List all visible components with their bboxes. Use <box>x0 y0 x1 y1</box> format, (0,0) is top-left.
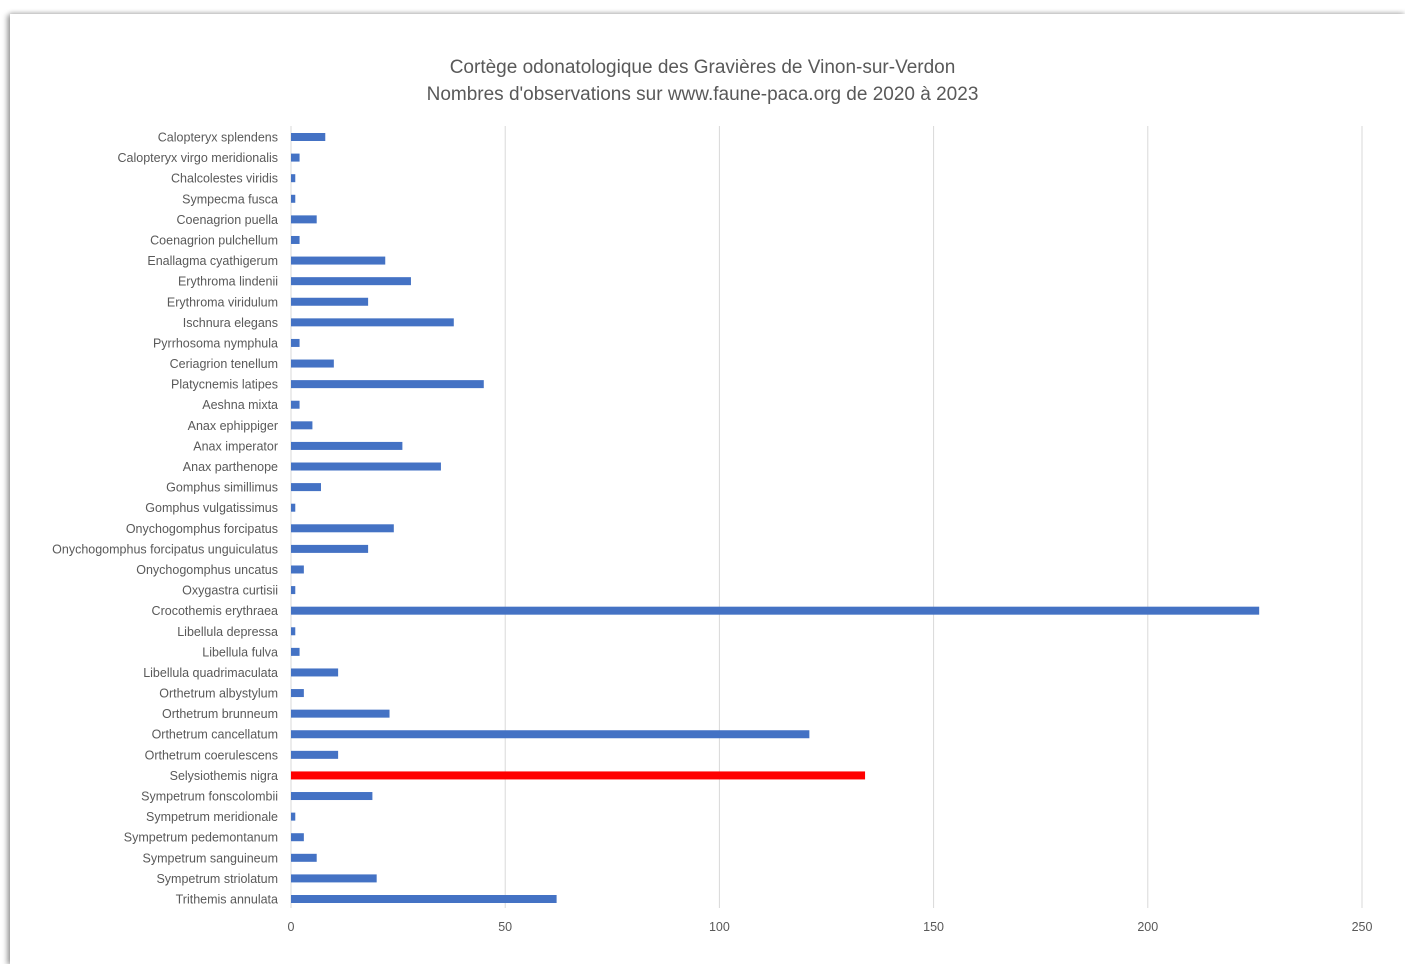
x-tick-label: 0 <box>288 920 295 934</box>
bar <box>291 668 339 677</box>
category-label: Erythroma lindenii <box>178 275 278 289</box>
bar <box>291 318 454 327</box>
category-label: Sympecma fusca <box>182 192 278 206</box>
bar <box>291 215 317 224</box>
category-labels: Calopteryx splendens Calopteryx virgo mer… <box>52 131 278 907</box>
x-tick-label: 250 <box>1352 920 1373 934</box>
bar <box>291 812 296 821</box>
category-label: Libellula fulva <box>202 645 278 659</box>
category-label: Onychogomphus forcipatus <box>126 522 278 536</box>
bar <box>291 647 300 656</box>
bar <box>291 833 304 842</box>
chart-subtitle: Nombres d'observations sur www.faune-pac… <box>426 84 979 105</box>
category-label: Sympetrum fonscolombii <box>141 790 278 804</box>
bar <box>291 792 373 801</box>
gridlines <box>290 126 1363 908</box>
category-label: Sympetrum pedemontanum <box>124 831 278 845</box>
bar <box>291 606 1260 615</box>
category-label: Onychogomphus forcipatus unguiculatus <box>52 542 278 556</box>
bar <box>291 771 866 780</box>
bar <box>291 235 300 244</box>
category-label: Calopteryx virgo meridionalis <box>118 151 278 165</box>
category-label: Gomphus simillimus <box>166 481 278 495</box>
category-label: Anax imperator <box>193 439 278 453</box>
bar <box>291 503 296 512</box>
bar <box>291 709 390 718</box>
category-label: Crocothemis erythraea <box>152 604 278 618</box>
category-label: Onychogomphus uncatus <box>136 563 278 577</box>
bar <box>291 441 403 450</box>
category-label: Sympetrum meridionale <box>146 810 278 824</box>
bar <box>291 853 317 862</box>
category-label: Trithemis annulata <box>176 893 278 907</box>
x-tick-label: 100 <box>709 920 730 934</box>
bar <box>291 297 369 306</box>
bar <box>291 524 394 533</box>
category-label: Libellula quadrimaculata <box>143 666 278 680</box>
bar <box>291 153 300 162</box>
bar <box>291 874 377 883</box>
category-label: Calopteryx splendens <box>158 131 278 145</box>
bar <box>291 895 557 903</box>
bar <box>291 256 386 265</box>
x-tick-label: 200 <box>1137 920 1158 934</box>
category-label: Anax ephippiger <box>188 419 278 433</box>
category-label: Anax parthenope <box>183 460 278 474</box>
category-label: Erythroma viridulum <box>167 295 278 309</box>
bar <box>291 174 296 183</box>
bar <box>291 750 339 759</box>
bar <box>291 194 296 203</box>
bars <box>291 133 1260 903</box>
category-label: Aeshna mixta <box>202 398 278 412</box>
category-label: Platycnemis latipes <box>171 378 278 392</box>
category-label: Libellula depressa <box>177 625 278 639</box>
bar <box>291 483 321 492</box>
tick-labels: 0 50 100 150 200 250 <box>288 920 1373 934</box>
bar <box>291 544 369 553</box>
bar <box>291 400 300 409</box>
bar <box>291 627 296 636</box>
category-label: Gomphus vulgatissimus <box>145 501 278 515</box>
category-label: Sympetrum striolatum <box>156 872 278 886</box>
category-label: Orthetrum brunneum <box>162 707 278 721</box>
chart-frame <box>10 14 1405 964</box>
category-label: Coenagrion pulchellum <box>150 233 278 247</box>
category-label: Pyrrhosoma nymphula <box>153 336 278 350</box>
category-label: Orthetrum albystylum <box>159 687 278 701</box>
bar <box>291 689 304 698</box>
bar <box>291 359 334 368</box>
category-label: Enallagma cyathigerum <box>147 254 278 268</box>
x-tick-label: 50 <box>498 920 512 934</box>
bar <box>291 277 411 286</box>
bar <box>291 730 810 739</box>
category-label: Coenagrion puella <box>177 213 279 227</box>
category-label: Oxygastra curtisii <box>182 584 278 598</box>
bar <box>291 338 300 347</box>
category-label: Ceriagrion tenellum <box>170 357 278 371</box>
bar <box>291 380 484 389</box>
category-label: Orthetrum cancellatum <box>152 728 278 742</box>
bar <box>291 462 441 471</box>
category-label: Sympetrum sanguineum <box>143 851 278 865</box>
category-label: Ischnura elegans <box>183 316 278 330</box>
category-label: Chalcolestes viridis <box>171 172 278 186</box>
category-label: Orthetrum coerulescens <box>145 748 278 762</box>
bar <box>291 133 326 141</box>
bar <box>291 421 313 430</box>
x-tick-label: 150 <box>923 920 944 934</box>
bar <box>291 565 304 574</box>
category-label: Selysiothemis nigra <box>170 769 278 783</box>
chart-title: Cortège odonatologique des Gravières de … <box>449 57 956 78</box>
bar <box>291 586 296 595</box>
